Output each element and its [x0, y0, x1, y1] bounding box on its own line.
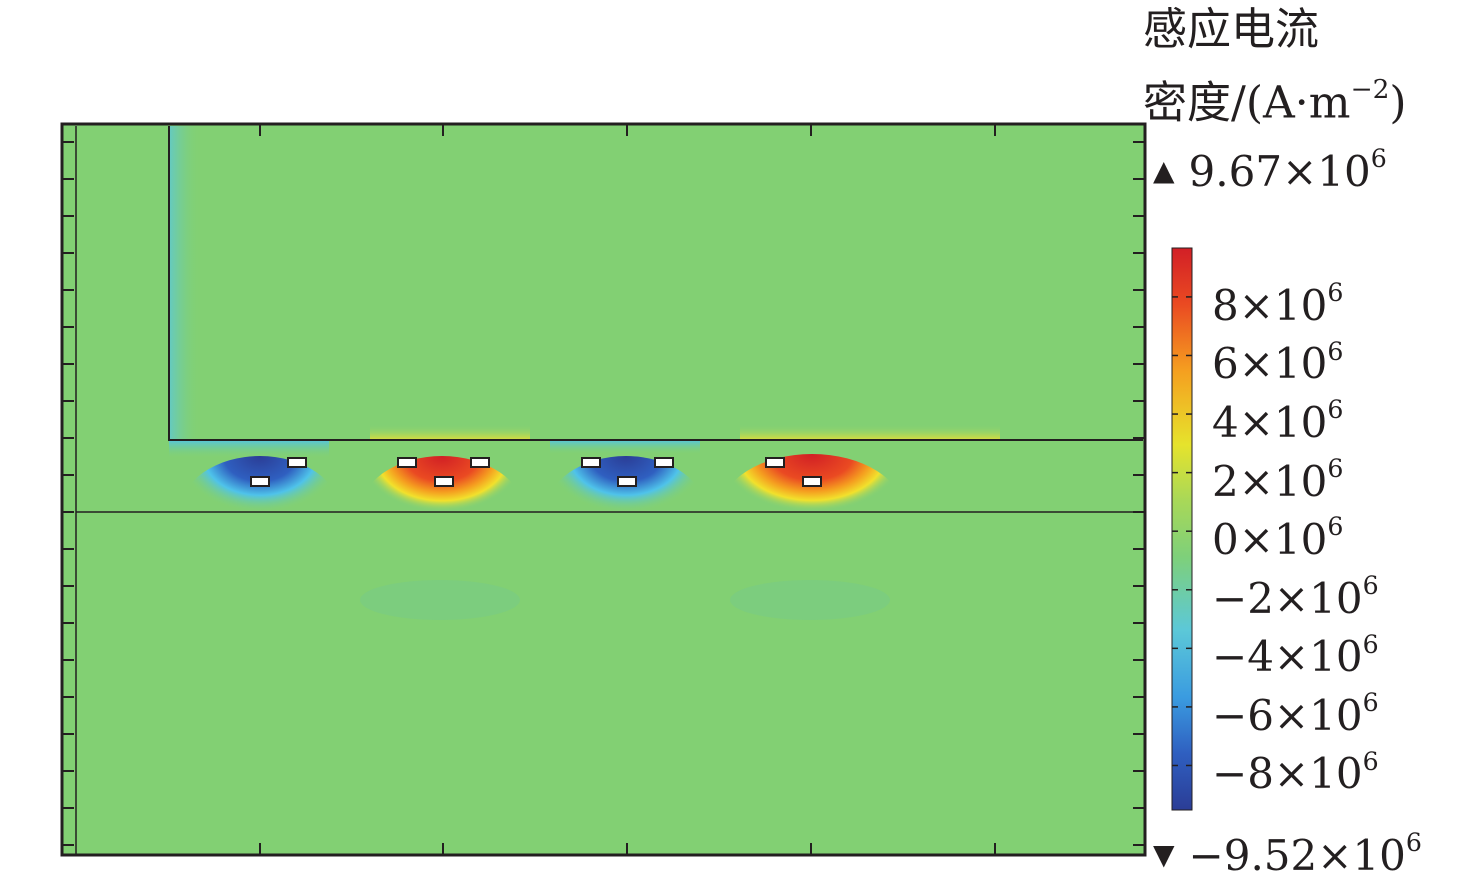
edge-glow-pos-1 [370, 424, 530, 441]
min-value-label: ▼ −9.52×106 [1153, 828, 1422, 880]
right-axis-ticks [1133, 141, 1145, 846]
coil-conductor [397, 457, 417, 468]
coil-group [250, 457, 822, 487]
coil-conductor [250, 476, 270, 487]
coil-conductor [654, 457, 674, 468]
colorbar-ticks [1172, 296, 1192, 767]
coil-conductor [617, 476, 637, 487]
coil-conductor [434, 476, 454, 487]
max-value-label: ▲ 9.67×106 [1153, 144, 1387, 196]
lobe-faint-2 [730, 580, 890, 620]
colorbar-tick-label: −8×106 [1212, 746, 1379, 799]
colorbar [1171, 247, 1193, 811]
legend-title-line1: 感应电流 [1143, 4, 1319, 55]
coil-conductor [581, 457, 601, 468]
lobe-faint-1 [360, 580, 520, 620]
core-outline [168, 126, 1143, 441]
coil-conductor [765, 457, 785, 468]
colorbar-tick-label: 6×106 [1212, 336, 1344, 389]
left-axis-ticks [62, 141, 74, 846]
colorbar-tick-label: −2×106 [1212, 571, 1379, 623]
colorbar-tick-label: −6×106 [1212, 688, 1379, 740]
colorbar-tick-label: −4×106 [1212, 629, 1379, 682]
horizontal-axis-ticks [259, 124, 996, 855]
coil-conductor [802, 476, 822, 487]
edge-glow-neg-1 [169, 440, 329, 458]
edge-glow-neg-2 [550, 440, 700, 454]
edge-glow-left [169, 126, 199, 440]
colorbar-tick-label: 0×106 [1212, 512, 1344, 565]
legend-title-line2: 密度/(A·m−2) [1143, 74, 1407, 129]
colorbar-tick-label: 8×106 [1212, 278, 1344, 330]
colorbar-tick-label: 4×106 [1212, 395, 1344, 448]
coil-conductor [470, 457, 490, 468]
coil-conductor [287, 457, 307, 468]
min-triangle-icon: ▼ [1153, 838, 1175, 871]
colorbar-tick-label: 2×106 [1212, 453, 1344, 506]
edge-glow-pos-2 [740, 424, 1000, 441]
max-triangle-icon: ▲ [1153, 154, 1175, 187]
